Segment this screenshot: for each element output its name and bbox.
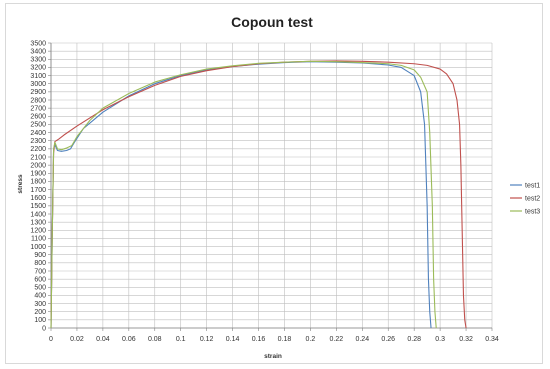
x-tick-label: 0.22: [330, 336, 344, 343]
y-tick-label: 2100: [30, 154, 46, 161]
y-tick-label: 1300: [30, 219, 46, 226]
y-tick-label: 900: [34, 252, 46, 259]
y-tick-label: 100: [34, 317, 46, 324]
x-tick-label: 0.32: [459, 336, 473, 343]
x-tick-label: 0.12: [200, 336, 214, 343]
series-line-test3: [50, 60, 437, 329]
x-axis-label: strain: [264, 353, 282, 360]
y-tick-label: 500: [34, 285, 46, 292]
y-tick-label: 0: [42, 325, 46, 332]
gridlines: [50, 42, 493, 329]
y-tick-label: 800: [34, 260, 46, 267]
y-tick-label: 1500: [30, 203, 46, 210]
y-tick-label: 1700: [30, 187, 46, 194]
chart-title: Copoun test: [231, 14, 313, 30]
x-tick-label: 0.28: [407, 336, 421, 343]
x-tick-label: 0.2: [306, 336, 316, 343]
legend-label-test2: test2: [525, 195, 540, 202]
y-tick-label: 3200: [30, 65, 46, 72]
x-tick-label: 0.06: [122, 336, 136, 343]
y-tick-label: 600: [34, 276, 46, 283]
x-tick-label: 0.26: [381, 336, 395, 343]
y-tick-label: 3100: [30, 73, 46, 80]
y-tick-label: 2300: [30, 138, 46, 145]
y-tick-label: 2000: [30, 162, 46, 169]
y-tick-label: 2800: [30, 97, 46, 104]
y-tick-label: 2200: [30, 146, 46, 153]
y-tick-label: 2700: [30, 105, 46, 112]
x-tick-label: 0.3: [435, 336, 445, 343]
y-tick-label: 200: [34, 309, 46, 316]
y-tick-label: 2900: [30, 89, 46, 96]
x-tick-label: 0.18: [278, 336, 292, 343]
axes: 0100200300400500600700800900100011001200…: [30, 40, 498, 343]
y-tick-label: 1600: [30, 195, 46, 202]
x-tick-label: 0.34: [485, 336, 499, 343]
y-tick-label: 3400: [30, 48, 46, 55]
x-tick-label: 0.02: [70, 336, 84, 343]
y-tick-label: 3300: [30, 57, 46, 64]
y-tick-label: 2400: [30, 130, 46, 137]
x-tick-label: 0: [49, 336, 53, 343]
y-tick-label: 400: [34, 293, 46, 300]
y-tick-label: 700: [34, 268, 46, 275]
x-tick-label: 0.04: [96, 336, 110, 343]
series-lines: [50, 60, 467, 329]
legend-label-test3: test3: [525, 208, 540, 215]
y-tick-label: 1000: [30, 244, 46, 251]
series-line-test1: [50, 61, 432, 329]
x-tick-label: 0.24: [355, 336, 369, 343]
y-tick-label: 300: [34, 301, 46, 308]
x-tick-label: 0.16: [252, 336, 266, 343]
y-tick-label: 2500: [30, 122, 46, 129]
y-tick-label: 3000: [30, 81, 46, 88]
y-tick-label: 2600: [30, 114, 46, 121]
y-tick-label: 1100: [31, 236, 46, 243]
y-tick-label: 1800: [30, 179, 46, 186]
y-tick-label: 1400: [30, 211, 46, 218]
legend-label-test1: test1: [525, 182, 540, 189]
x-tick-label: 0.14: [226, 336, 240, 343]
x-tick-label: 0.1: [176, 336, 186, 343]
y-tick-label: 1200: [30, 228, 46, 235]
y-tick-label: 3500: [30, 40, 46, 47]
y-tick-label: 1900: [30, 171, 46, 178]
x-tick-label: 0.08: [148, 336, 162, 343]
y-axis-label: stress: [17, 174, 24, 194]
legend: test1 test2 test3: [510, 182, 540, 215]
